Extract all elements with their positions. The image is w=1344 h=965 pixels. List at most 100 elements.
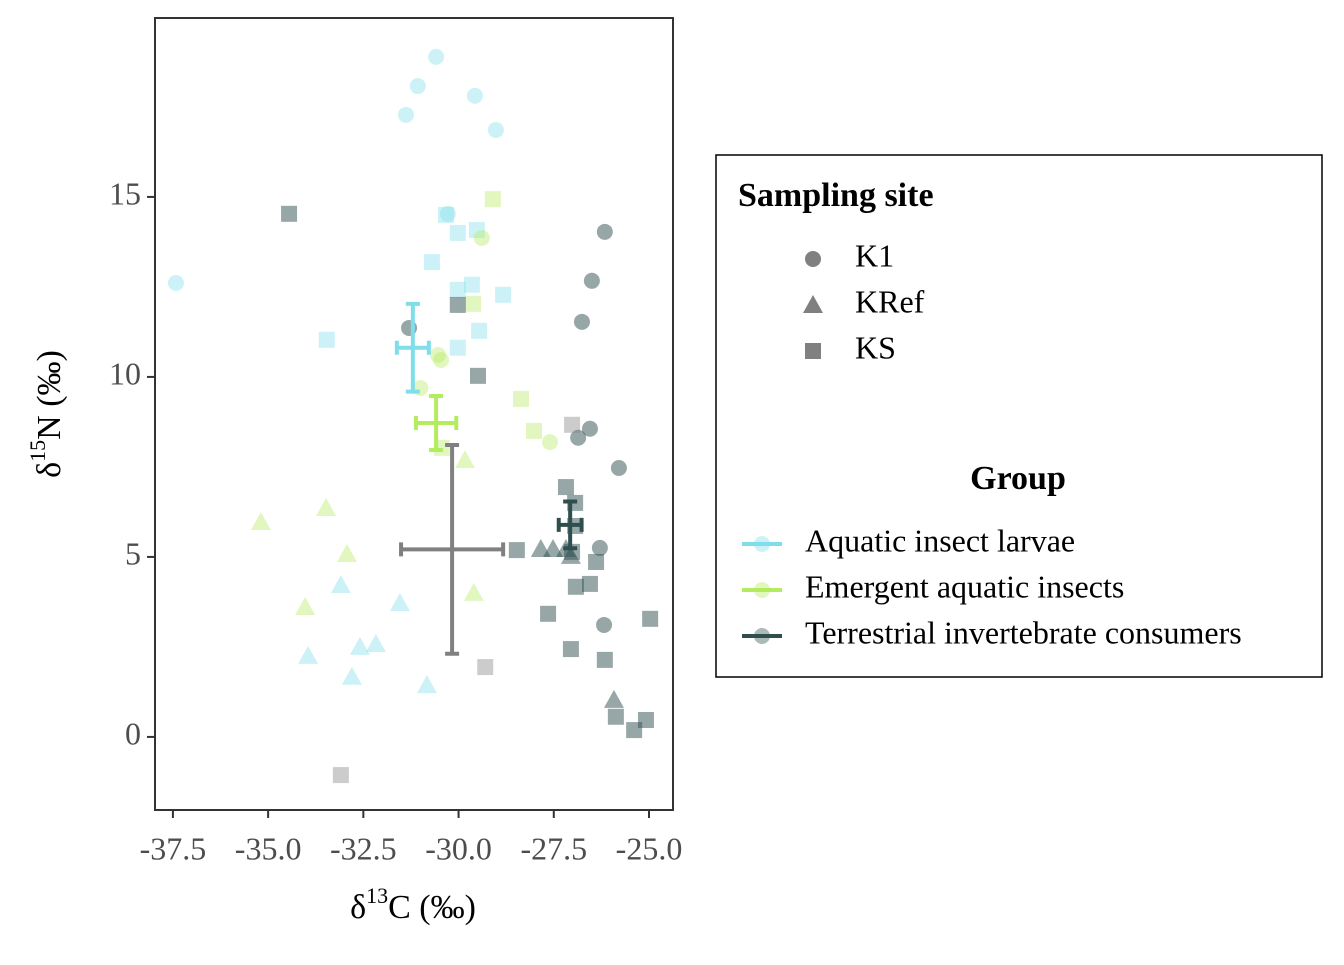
legend-title: Sampling site [738, 177, 934, 214]
error-bar-y [563, 499, 578, 551]
legend-key [803, 295, 823, 313]
point [449, 339, 466, 356]
point [495, 286, 512, 303]
point [603, 689, 624, 708]
point [167, 274, 184, 291]
x-axis-label: δ13C (‰) [350, 883, 476, 926]
y-label-part: N (‰) [31, 350, 68, 440]
point [484, 191, 501, 208]
legend-key [805, 251, 821, 267]
legend-key [754, 582, 770, 598]
point [463, 276, 480, 293]
point [642, 610, 659, 627]
y-axis-label: δ15N (‰) [25, 350, 68, 478]
point [281, 205, 298, 222]
x-tick-label: -37.5 [140, 830, 207, 866]
x-tick-label: -30.0 [425, 830, 492, 866]
point [583, 272, 600, 289]
point [543, 539, 564, 557]
point [469, 367, 486, 384]
point [468, 222, 485, 239]
legend-key [754, 536, 770, 552]
legend-box [715, 154, 1323, 678]
x-tick-label: -25.0 [616, 830, 683, 866]
legend-label: Emergent aquatic insects [805, 568, 1124, 604]
legend-key [805, 343, 821, 359]
legend-label: KRef [855, 283, 925, 319]
point [330, 575, 351, 593]
point [433, 352, 450, 368]
point [449, 224, 466, 241]
point [637, 712, 654, 728]
point [471, 322, 488, 339]
point [588, 553, 605, 570]
point [437, 206, 454, 223]
point [449, 296, 466, 313]
legend-label: KS [855, 329, 896, 365]
y-tick-label: 0 [125, 715, 141, 751]
error-bar-y [429, 394, 444, 452]
x-label-part: C (‰) [388, 889, 476, 926]
point [449, 281, 466, 298]
point [466, 87, 483, 104]
point [557, 479, 574, 496]
point [416, 675, 437, 694]
x-label-part: δ [350, 889, 366, 926]
point [564, 416, 581, 433]
point [341, 666, 362, 685]
y-label-part: δ [31, 462, 68, 478]
point [455, 450, 476, 469]
legend-label: Aquatic insect larvae [805, 522, 1075, 558]
y-tick-label: 10 [109, 355, 141, 391]
x-tick-label: -35.0 [235, 830, 302, 866]
point [540, 605, 557, 622]
point [581, 420, 598, 437]
y-tick-label: 5 [125, 535, 141, 571]
point [398, 106, 415, 123]
point [318, 331, 335, 348]
y-tick-label: 15 [109, 175, 141, 211]
point [349, 636, 370, 655]
point [429, 346, 446, 363]
point [596, 616, 613, 633]
point [596, 651, 613, 668]
point [250, 512, 271, 530]
point [295, 596, 316, 615]
point [473, 229, 490, 246]
point [570, 429, 587, 446]
point [365, 634, 386, 653]
error-bar-y [445, 442, 460, 656]
point [423, 254, 440, 271]
point [567, 578, 584, 595]
point [336, 544, 357, 563]
x-tick-label: -32.5 [330, 830, 397, 866]
legend-label: Terrestrial invertebrate consumers [805, 614, 1242, 650]
point [487, 121, 504, 138]
point [332, 767, 349, 784]
point [607, 708, 624, 725]
point [525, 422, 542, 439]
point [541, 434, 558, 451]
point [463, 582, 484, 601]
point [596, 223, 613, 240]
point [428, 48, 445, 65]
error-bar-y [405, 301, 420, 394]
x-tick-label: -27.5 [520, 830, 587, 866]
point [298, 645, 319, 664]
legend-key [754, 628, 770, 644]
point [508, 542, 525, 559]
point [513, 390, 530, 407]
x-label-sup: 13 [366, 883, 388, 908]
point [573, 313, 590, 330]
legend-label: K1 [855, 237, 894, 273]
point [389, 593, 410, 611]
point [409, 78, 426, 95]
point [316, 497, 337, 516]
point [439, 205, 456, 222]
point [562, 641, 579, 658]
point [581, 575, 598, 592]
plot-frame [154, 17, 674, 811]
legend-title: Group [970, 460, 1066, 497]
point [610, 460, 627, 476]
